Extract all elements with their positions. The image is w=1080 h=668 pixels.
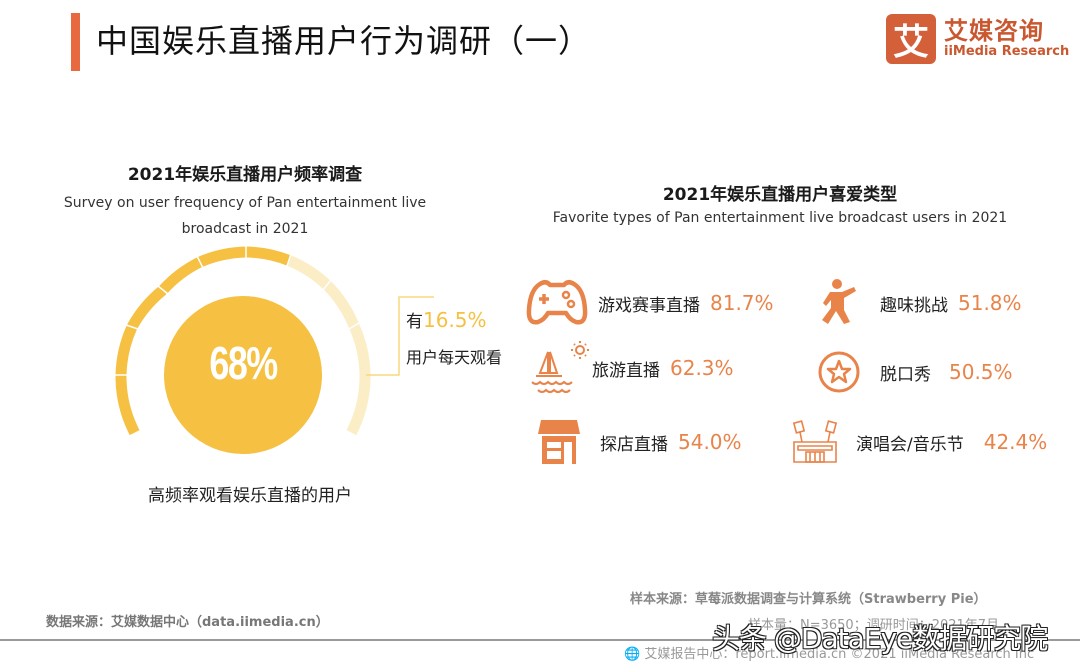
favorite-label: 游戏赛事直播	[598, 295, 700, 316]
daily-viewers-callout: 有16.5%	[406, 307, 487, 332]
report-center-text: 艾媒报告中心：report.iimedia.cn ©2021 iiMedia R…	[644, 647, 1035, 662]
favorite-value: 51.8%	[958, 291, 1022, 315]
favorite-item-game: 游戏赛事直播 81.7%	[526, 275, 774, 331]
stage-icon	[784, 414, 846, 470]
gauge-segment-empty	[286, 255, 331, 290]
gauge-segment-filled	[127, 285, 167, 330]
gamepad-icon	[526, 275, 588, 331]
logo-en-text: iiMedia Research	[944, 44, 1070, 59]
favorite-value: 62.3%	[670, 356, 734, 380]
sailboat-icon	[528, 340, 590, 396]
favorite-label: 演唱会/音乐节	[856, 434, 964, 455]
favorite-item-talkshow: 脱口秀 50.5%	[808, 344, 1013, 400]
favorite-item-challenge: 趣味挑战 51.8%	[808, 275, 1022, 331]
favorite-item-travel: 旅游直播 62.3%	[528, 340, 734, 396]
gauge-segment-empty	[346, 374, 371, 436]
favorite-item-store-visit: 探店直播 54.0%	[528, 414, 742, 470]
gauge-segment-empty	[323, 281, 360, 329]
footer-divider	[0, 639, 1080, 641]
gauge-value: 68%	[209, 337, 278, 389]
page-title: 中国娱乐直播用户行为调研（一）	[96, 22, 592, 60]
callout-prefix: 有	[406, 312, 423, 332]
daily-viewers-pct: 16.5%	[423, 308, 487, 332]
favorite-value: 50.5%	[949, 360, 1013, 384]
globe-icon: 🌐	[624, 647, 641, 662]
favorite-label: 探店直播	[600, 434, 668, 455]
favorites-chart-subtitle: Favorite types of Pan entertainment live…	[552, 210, 1008, 226]
gauge-segment-filled	[115, 374, 140, 436]
sample-source-note: 样本来源：草莓派数据调查与计算系统（Strawberry Pie）	[630, 592, 987, 607]
gauge-segment-filled	[245, 246, 292, 266]
storefront-icon	[528, 414, 590, 470]
logo-mark-icon: 艾	[886, 14, 936, 64]
data-source-note: 数据来源：艾媒数据中心（data.iimedia.cn）	[46, 615, 329, 630]
gauge-segment-empty	[348, 323, 371, 376]
daily-viewers-text: 用户每天观看	[406, 348, 503, 367]
report-center-note: 🌐 艾媒报告中心：report.iimedia.cn ©2021 iiMedia…	[624, 643, 1034, 662]
star-circle-icon	[808, 344, 870, 400]
favorite-value: 42.4%	[983, 430, 1048, 454]
watermark: 头条 @DataEye数据研究院	[712, 622, 1048, 655]
running-person-icon	[808, 275, 870, 331]
favorite-value: 54.0%	[678, 430, 742, 454]
sample-info-note: 样本量：N=3650；调研时间：2021年7月	[748, 618, 1000, 633]
gauge-center-circle	[164, 296, 322, 454]
favorite-item-concert: 演唱会/音乐节 42.4%	[784, 414, 1047, 470]
callout-connector	[366, 296, 434, 376]
gauge-segment-filled	[197, 246, 247, 268]
logo-cn-text: 艾媒咨询	[944, 17, 1044, 45]
brand-logo: 艾 艾媒咨询 iiMedia Research	[886, 14, 1069, 64]
favorite-label: 旅游直播	[592, 360, 660, 381]
gauge-segment-filled	[158, 257, 203, 294]
favorite-value: 81.7%	[710, 291, 774, 315]
frequency-chart-title: 2021年娱乐直播用户频率调查	[127, 165, 363, 185]
frequency-chart-subtitle: Survey on user frequency of Pan entertai…	[63, 195, 427, 237]
favorites-chart-title: 2021年娱乐直播用户喜爱类型	[662, 185, 898, 205]
favorite-label: 趣味挑战	[880, 295, 948, 316]
title-accent-bar	[71, 13, 80, 71]
favorite-label: 脱口秀	[880, 364, 931, 385]
gauge-caption: 高频率观看娱乐直播的用户	[148, 486, 352, 506]
gauge-segment-filled	[115, 324, 138, 376]
